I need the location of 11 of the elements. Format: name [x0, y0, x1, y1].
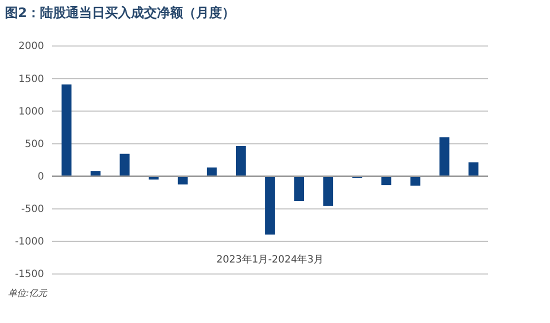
text: 单位:亿元 — [8, 288, 48, 299]
y-tick-label: -500 — [21, 204, 44, 216]
y-tick-label: -1000 — [14, 236, 44, 248]
y-tick-label: 1000 — [18, 106, 44, 118]
chart-title: 图2：陆股通当日买入成交净额（月度） — [5, 5, 236, 21]
x-axis-title: 2023年1月-2024年3月 — [216, 253, 324, 266]
y-tick-label: -1500 — [14, 269, 44, 280]
y-tick-label: 500 — [24, 138, 44, 150]
y-tick-label: 2000 — [18, 41, 44, 52]
y-tick-label: 1500 — [18, 74, 44, 85]
y-tick-label: 0 — [38, 171, 44, 182]
